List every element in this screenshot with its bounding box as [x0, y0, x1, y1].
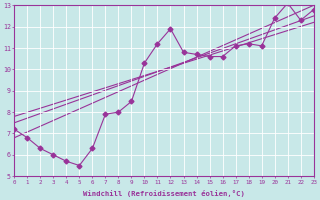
X-axis label: Windchill (Refroidissement éolien,°C): Windchill (Refroidissement éolien,°C) [83, 190, 245, 197]
